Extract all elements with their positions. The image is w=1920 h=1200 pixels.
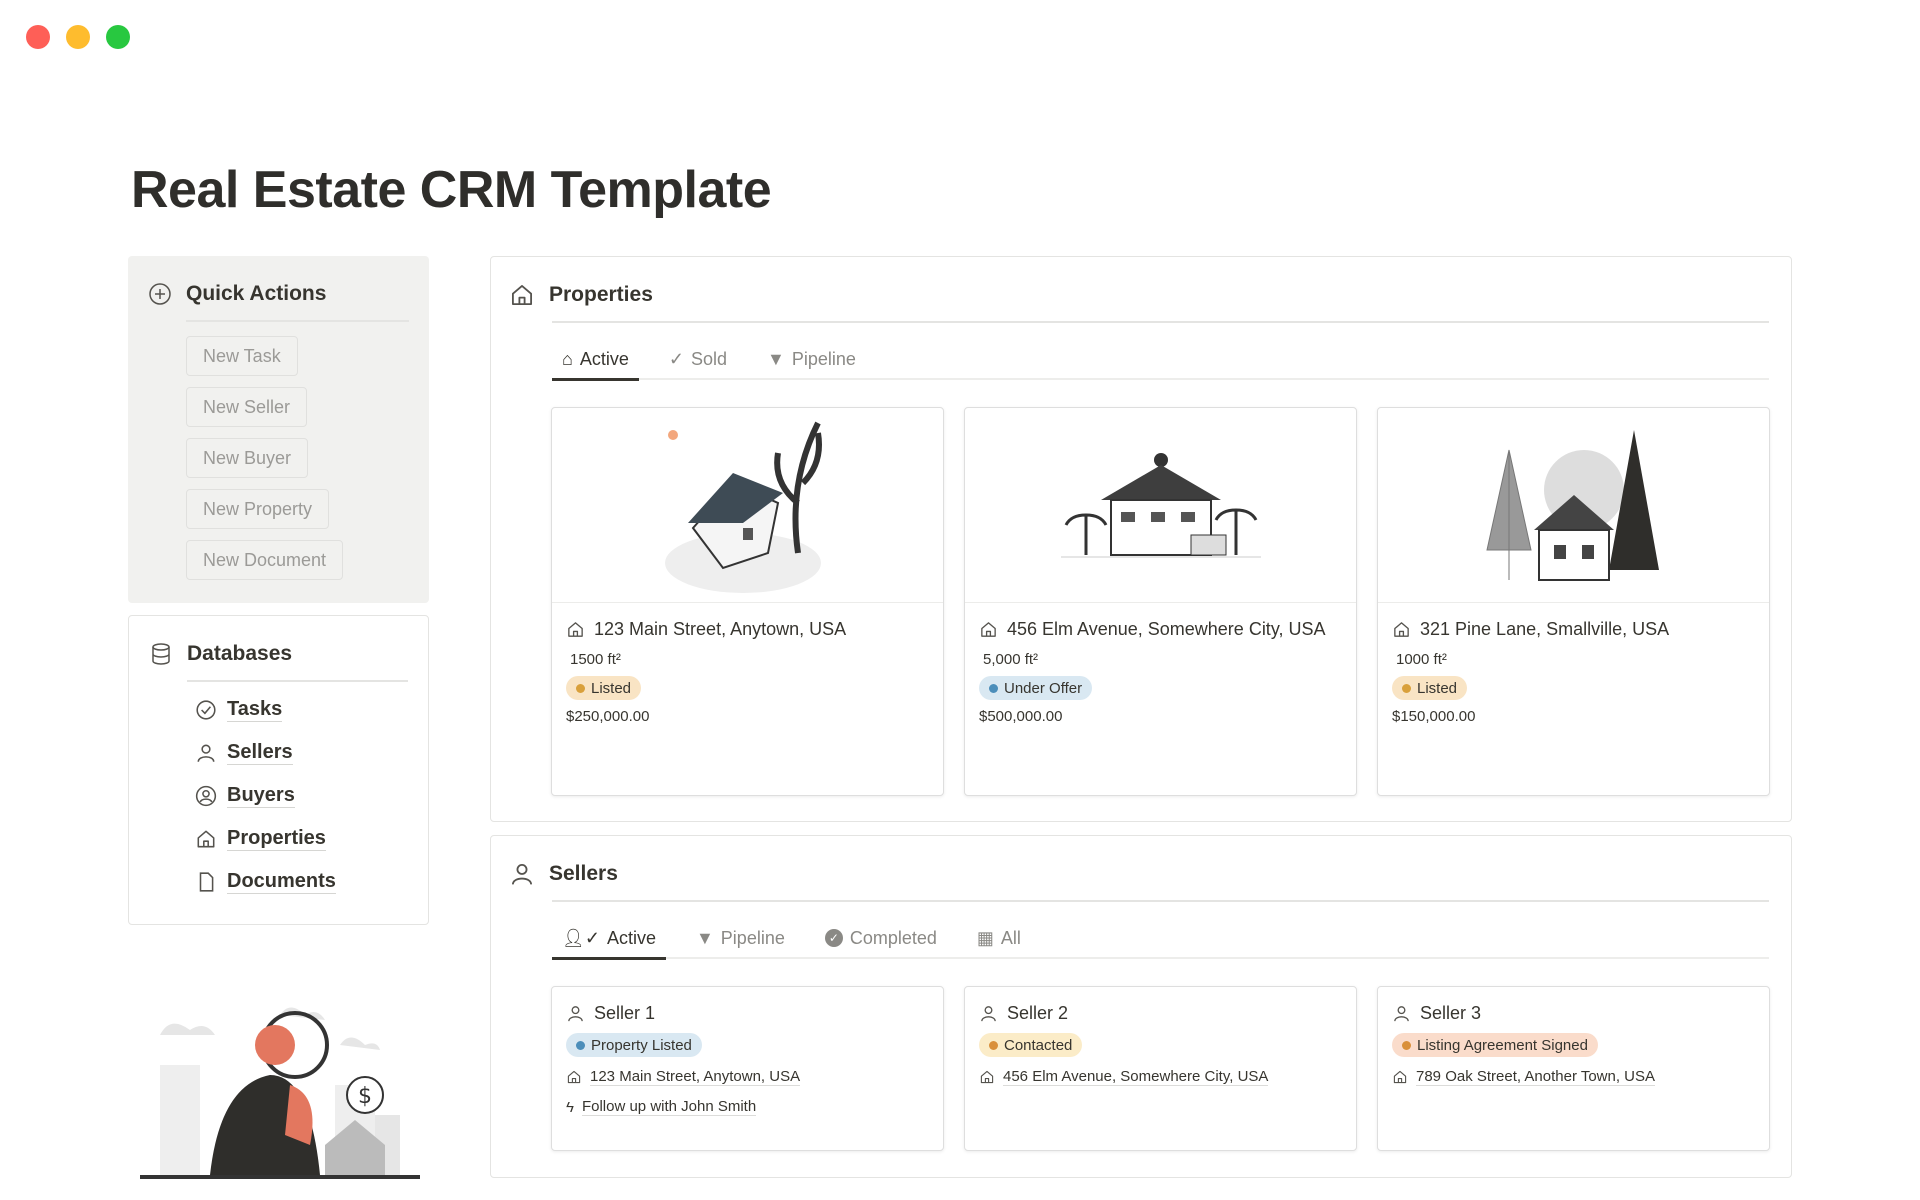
property-illustration	[1485, 430, 1659, 585]
lightning-icon: ϟ	[566, 1098, 574, 1116]
pipeline-icon: ▼	[767, 348, 785, 369]
databases-title: Databases	[187, 642, 293, 665]
new-seller-button[interactable]: New Seller	[186, 387, 308, 427]
status-badge: Property Listed	[566, 1033, 702, 1057]
check-circle-icon	[196, 700, 216, 720]
property-card[interactable]: 321 Pine Lane, Smallville, USA 1000 ft² …	[1377, 407, 1770, 796]
properties-title: Properties	[549, 283, 653, 306]
house-icon	[1392, 620, 1411, 639]
person-icon	[509, 861, 535, 887]
person-icon	[979, 1004, 998, 1023]
person-icon	[195, 742, 217, 764]
page-title: Real Estate CRM Template	[131, 161, 772, 219]
house-icon	[566, 620, 585, 639]
database-link-properties[interactable]: Properties	[195, 827, 326, 851]
window-minimize-button[interactable]	[66, 25, 90, 49]
properties-tabs: ⌂ Active ✓ Sold ▼ Pipeline	[552, 339, 1769, 381]
tab-pipeline[interactable]: ▼ Pipeline	[767, 348, 856, 369]
person-icon	[566, 1004, 585, 1023]
status-badge: Contacted	[979, 1033, 1083, 1057]
database-link-tasks[interactable]: Tasks	[195, 698, 283, 722]
sellers-panel: Sellers 👤︎✓ Active ▼ Pipeline ✓ Completed ▦…	[490, 835, 1792, 1178]
status-badge: Listing Agreement Signed	[1392, 1033, 1598, 1057]
new-task-button[interactable]: New Task	[186, 336, 298, 376]
house-icon	[979, 1069, 995, 1085]
agent-illustration: $	[140, 1007, 420, 1179]
plus-circle-icon	[149, 283, 171, 305]
svg-text:$: $	[358, 1084, 372, 1109]
status-badge: Listed	[566, 676, 642, 700]
property-card[interactable]: 123 Main Street, Anytown, USA 1500 ft² L…	[551, 407, 944, 796]
tab-pipeline[interactable]: ▼ Pipeline	[695, 927, 785, 948]
checkmark-icon: ✓	[668, 348, 684, 369]
database-link-buyers[interactable]: Buyers	[195, 784, 295, 808]
sellers-tabs: 👤︎✓ Active ▼ Pipeline ✓ Completed ▦ All	[552, 918, 1769, 960]
tab-all[interactable]: ▦ All	[976, 927, 1021, 948]
person-circle-icon	[195, 785, 217, 807]
tab-active[interactable]: 👤︎✓ Active	[552, 918, 666, 960]
databases-panel: Databases Tasks Sellers Buyers Propertie…	[128, 615, 429, 925]
seller-card[interactable]: Seller 2 Contacted 456 Elm Avenue, Somew…	[964, 986, 1357, 1151]
property-illustration	[664, 421, 822, 593]
tab-active[interactable]: ⌂ Active	[552, 339, 639, 381]
house-icon	[566, 1069, 582, 1085]
new-buyer-button[interactable]: New Buyer	[186, 438, 309, 478]
database-link-documents[interactable]: Documents	[195, 870, 336, 894]
pipeline-icon: ▼	[695, 927, 714, 948]
table-icon: ▦	[976, 927, 994, 948]
house-icon	[195, 828, 217, 850]
person-check-icon: 👤︎✓	[562, 927, 600, 948]
house-flood-icon: ⌂	[562, 348, 573, 369]
check-circle-filled-icon: ✓	[824, 929, 843, 947]
quick-actions-panel: Quick Actions New Task New Seller New Bu…	[128, 256, 429, 603]
seller-card[interactable]: Seller 1 Property Listed 123 Main Street…	[551, 986, 944, 1151]
house-icon	[1392, 1069, 1408, 1085]
property-card[interactable]: 456 Elm Avenue, Somewhere City, USA 5,00…	[964, 407, 1357, 796]
sellers-title: Sellers	[549, 862, 618, 885]
window-close-button[interactable]	[26, 25, 50, 49]
seller-card[interactable]: Seller 3 Listing Agreement Signed 789 Oa…	[1377, 986, 1770, 1151]
properties-panel: Properties ⌂ Active ✓ Sold ▼ Pipeline 123 M…	[490, 256, 1792, 822]
status-badge: Listed	[1392, 676, 1468, 700]
status-badge: Under Offer	[979, 676, 1093, 700]
window-maximize-button[interactable]	[106, 25, 130, 49]
new-property-button[interactable]: New Property	[186, 489, 330, 529]
person-icon	[1392, 1004, 1411, 1023]
house-icon	[979, 620, 998, 639]
tab-sold[interactable]: ✓ Sold	[668, 348, 728, 369]
property-illustration	[1060, 453, 1261, 558]
quick-actions-title: Quick Actions	[186, 282, 327, 305]
document-icon	[199, 872, 214, 892]
house-icon	[509, 282, 535, 308]
new-document-button[interactable]: New Document	[186, 540, 344, 580]
database-icon	[152, 643, 170, 665]
database-link-sellers[interactable]: Sellers	[195, 741, 293, 765]
tab-completed[interactable]: ✓ Completed	[815, 918, 947, 958]
